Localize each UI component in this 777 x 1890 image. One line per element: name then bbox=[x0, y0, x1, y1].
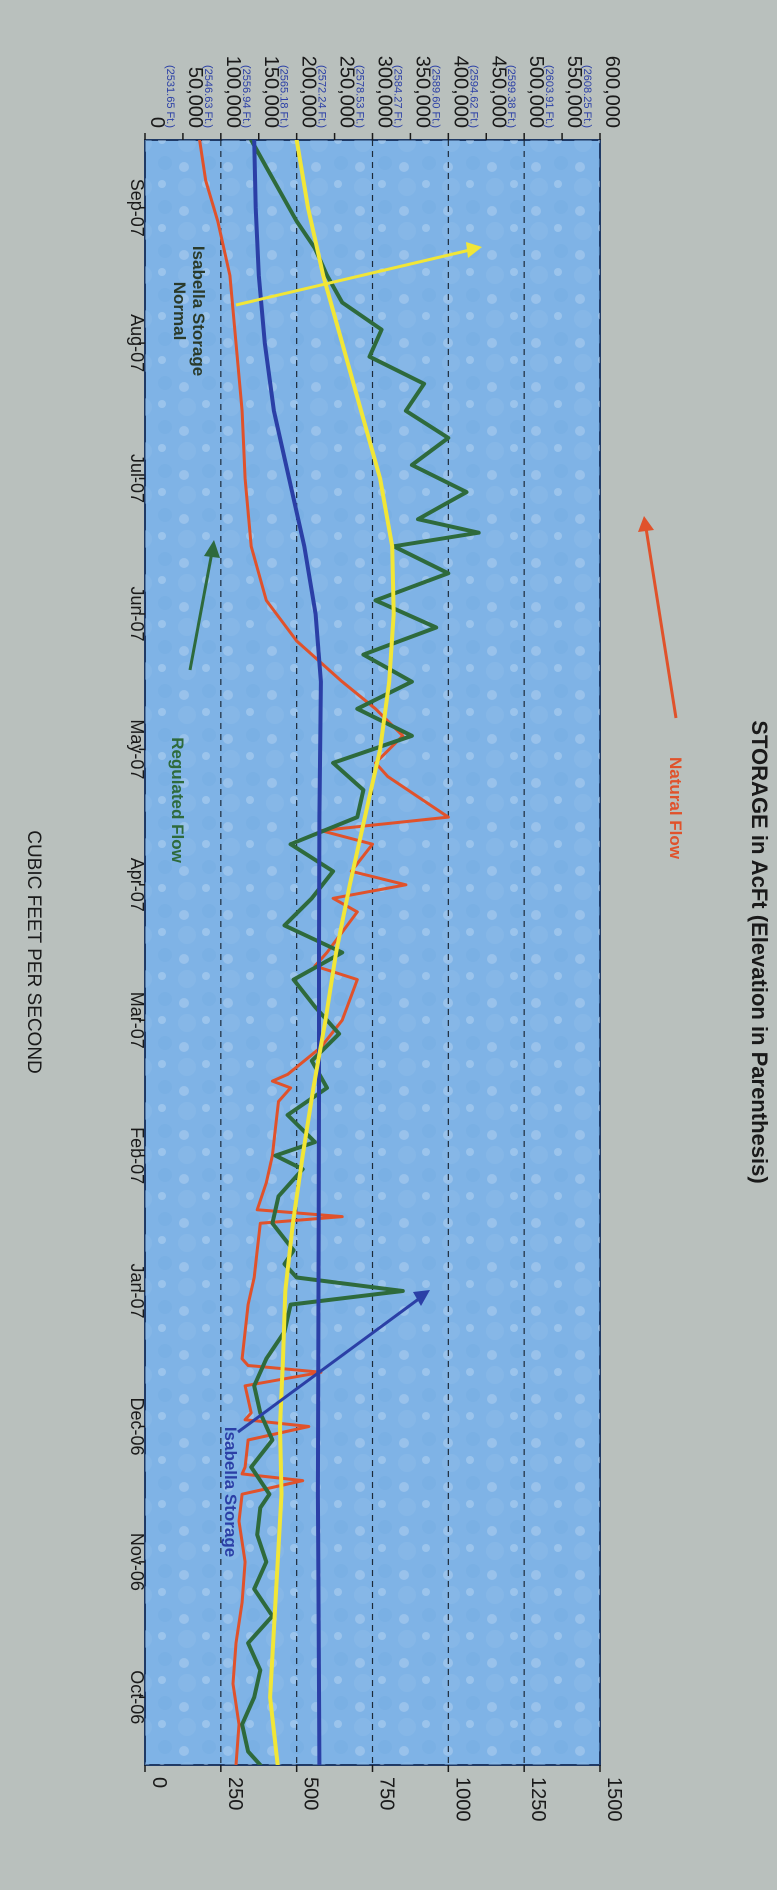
x-tick-label: Aug-07 bbox=[127, 314, 147, 372]
left-tick-label: 750 bbox=[376, 1777, 398, 1810]
right-tick-elevation: (2584.27 Ft.) bbox=[391, 65, 403, 128]
x-tick-label: Jun-07 bbox=[127, 586, 147, 641]
right-tick-label: 0 bbox=[146, 117, 168, 128]
series-natural-flow bbox=[198, 140, 450, 1765]
right-tick-label: 100,000 bbox=[222, 56, 244, 128]
left-axis-ticks: 0 250 500 750 1000 1250 1500 bbox=[144, 1765, 625, 1822]
x-axis-ticks: Oct-06 Nov-06 Dec-06 Jan-07 Feb-07 Mar-07 Apr-… bbox=[127, 179, 147, 1725]
annotation-layer: Isabella Storage Regulated Flow Natural … bbox=[168, 242, 685, 1557]
x-tick-label: May-07 bbox=[127, 719, 147, 779]
annotation-normal-isabella-storage: Isabella Storage bbox=[189, 246, 208, 376]
right-tick-elevation: (2531.65 Ft.) bbox=[164, 65, 176, 128]
x-tick-label: Nov-06 bbox=[127, 1533, 147, 1591]
right-tick-label: 600,000 bbox=[601, 56, 623, 128]
right-tick-label: 150,000 bbox=[260, 56, 282, 128]
right-tick-label: 400,000 bbox=[449, 56, 471, 128]
left-tick-label: 0 bbox=[148, 1777, 170, 1788]
left-tick-label: 250 bbox=[224, 1777, 246, 1810]
x-tick-label: Sep-07 bbox=[127, 179, 147, 237]
x-tick-label: Feb-07 bbox=[127, 1127, 147, 1184]
annotation-regulated-flow: Regulated Flow bbox=[168, 737, 187, 863]
right-tick-label: 550,000 bbox=[563, 56, 585, 128]
right-axis-label: STORAGE in AcFt (Elevation in Parenthesi… bbox=[747, 720, 772, 1183]
right-tick-elevation: (2608.25 Ft.) bbox=[581, 65, 593, 128]
right-tick-elevation: (2565.18 Ft.) bbox=[278, 65, 290, 128]
right-tick-label: 450,000 bbox=[487, 56, 509, 128]
right-tick-elevation: (2546.63 Ft.) bbox=[202, 65, 214, 128]
x-tick-label: Dec-06 bbox=[127, 1397, 147, 1455]
right-tick-elevation: (2572.24 Ft.) bbox=[316, 65, 328, 128]
x-tick-label: Mar-07 bbox=[127, 992, 147, 1049]
right-tick-label: 250,000 bbox=[336, 56, 358, 128]
right-tick-label: 50,000 bbox=[184, 67, 206, 128]
arrow-natural-flow bbox=[644, 527, 678, 719]
left-tick-label: 1250 bbox=[527, 1777, 549, 1822]
arrowhead-natural-flow bbox=[638, 516, 654, 532]
annotation-natural-flow: Natural Flow bbox=[666, 757, 685, 860]
arrow-regulated-flow bbox=[188, 551, 214, 671]
series-normal-isabella-storage bbox=[268, 140, 396, 1765]
annotation-isabella-storage: Isabella Storage bbox=[221, 1427, 240, 1557]
arrow-isabella-storage bbox=[237, 1296, 421, 1434]
right-axis-ticks: 0 50,000 (2531.65 Ft.) 100,000 (2546.63 Ft.)… bbox=[144, 56, 623, 140]
annotation-normal: Normal bbox=[170, 282, 189, 341]
left-tick-label: 1000 bbox=[451, 1777, 473, 1822]
left-tick-label: 500 bbox=[300, 1777, 322, 1810]
right-tick-label: 300,000 bbox=[374, 56, 396, 128]
series-layer bbox=[198, 140, 481, 1765]
right-tick-label: 200,000 bbox=[298, 56, 320, 128]
series-isabella-storage bbox=[252, 140, 323, 1765]
right-tick-label: 500,000 bbox=[525, 56, 547, 128]
series-regulated-flow bbox=[240, 140, 481, 1765]
grid-layer bbox=[220, 140, 525, 1765]
right-tick-elevation: (2603.91 Ft.) bbox=[543, 65, 555, 128]
x-tick-label: Apr-07 bbox=[127, 858, 147, 912]
right-tick-elevation: (2589.60 Ft.) bbox=[429, 65, 441, 128]
annotation-arrows bbox=[188, 242, 678, 1434]
x-tick-label: Oct-06 bbox=[127, 1670, 147, 1724]
left-tick-label: 1500 bbox=[603, 1777, 625, 1822]
right-tick-elevation: (2556.94 Ft.) bbox=[240, 65, 252, 128]
arrow-normal-isabella-storage bbox=[235, 248, 471, 307]
right-tick-elevation: (2578.53 Ft.) bbox=[354, 65, 366, 128]
right-tick-label: 350,000 bbox=[411, 56, 433, 128]
x-tick-label: Jul-07 bbox=[127, 454, 147, 503]
right-tick-elevation: (2594.62 Ft.) bbox=[467, 65, 479, 128]
x-tick-label: Jan-07 bbox=[127, 1264, 147, 1319]
arrowhead-normal-isabella-storage bbox=[466, 242, 482, 258]
arrowhead-regulated-flow bbox=[204, 540, 220, 558]
arrowhead-isabella-storage bbox=[413, 1290, 430, 1306]
left-axis-label: CUBIC FEET PER SECOND bbox=[23, 830, 44, 1074]
right-tick-elevation: (2599.38 Ft.) bbox=[505, 65, 517, 128]
